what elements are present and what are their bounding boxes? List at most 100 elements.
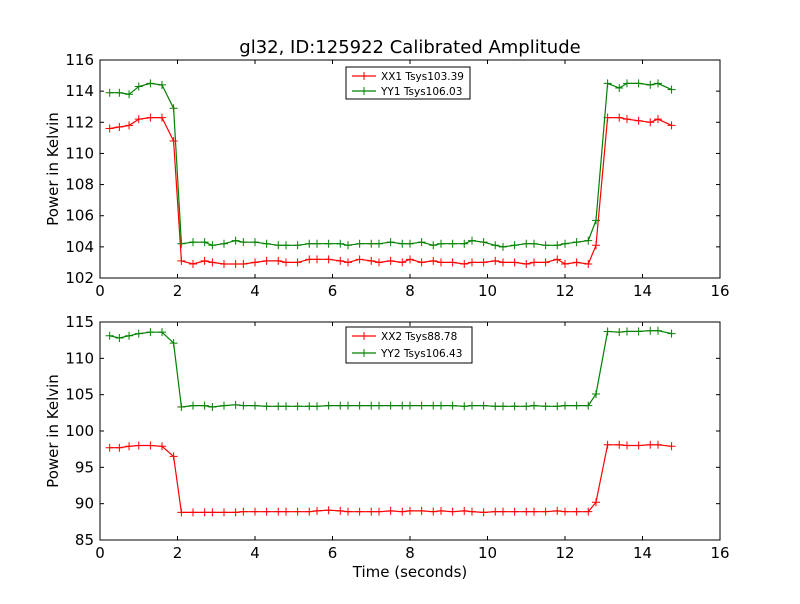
data-point [646,80,655,89]
data-point [313,402,321,411]
data-point [146,79,155,88]
data-point [584,236,593,245]
data-point [251,258,259,267]
data-point [336,506,345,515]
x-tick-label: 14 [633,544,652,562]
data-point [134,329,143,338]
data-point [105,124,114,133]
data-point [553,506,562,515]
data-point [231,236,240,245]
data-point [417,258,426,267]
data-point [344,401,352,410]
data-point [220,508,228,517]
data-point [239,238,248,247]
x-tick-label: 4 [250,544,260,562]
data-point [344,241,352,250]
data-point [572,258,581,267]
data-point [293,402,302,411]
data-point [448,239,457,248]
data-point [429,507,438,516]
data-point [398,239,407,248]
y-tick-label: 85 [75,531,94,549]
data-point [336,401,345,410]
x-tick-label: 10 [478,282,497,300]
legend-label: YY1 Tsys106.03 [380,86,462,98]
legend-box [345,66,471,100]
data-point [344,258,352,267]
data-point [561,239,569,248]
y-tick-label: 105 [65,386,94,404]
data-point [177,508,186,517]
x-tick-label: 0 [95,282,105,300]
data-point [177,239,186,248]
data-point [499,258,507,267]
data-point [305,402,314,411]
data-point [541,402,550,411]
data-point [417,238,426,247]
data-point [189,238,197,247]
legend-marker [360,72,368,80]
data-point [189,508,197,517]
data-point [479,508,488,517]
chart-panel-1: 0 2 4 6 8 10 12 14 16 102 104 106 108 110 112 114 116 Pow… [44,51,730,300]
data-point [541,258,550,267]
data-point [177,403,186,412]
data-point [603,327,612,336]
series-yy2 [105,326,676,412]
data-point [654,326,662,335]
data-point [510,258,519,267]
data-point [282,402,290,411]
data-point [262,239,271,248]
data-point [499,402,507,411]
data-point [541,241,550,250]
data-point [572,238,581,247]
data-point [262,507,271,516]
data-point [429,241,438,250]
data-point [274,507,283,516]
data-point [251,401,259,410]
data-point [417,506,426,515]
data-point [189,401,197,410]
data-point [479,238,488,247]
data-point [134,82,143,91]
x-tick-label: 12 [555,282,574,300]
data-point [460,259,469,268]
data-point [468,401,476,410]
data-point [522,239,531,248]
data-point [437,239,445,248]
series-line [109,444,672,514]
data-point [646,118,655,127]
x-tick-label: 6 [328,544,338,562]
data-point [491,507,500,516]
data-point [115,443,124,452]
legend-box [345,326,473,364]
data-point [479,401,488,410]
data-point [530,401,538,410]
data-point [491,256,500,265]
data-point [125,90,134,99]
data-point [220,259,228,268]
data-point [553,255,562,264]
data-point [200,508,209,517]
data-point [592,389,600,398]
data-point [437,258,445,267]
data-point [553,241,562,250]
x-tick-label: 16 [710,544,729,562]
data-point [654,79,662,88]
data-point [522,402,531,411]
data-point [115,88,124,97]
y-tick-label: 102 [65,269,94,287]
data-point [491,241,500,250]
data-point [313,239,321,248]
data-point [634,441,643,450]
x-tick-label: 12 [555,544,574,562]
data-point [386,256,395,265]
data-point [460,506,469,515]
data-point [406,506,414,515]
x-tick-label: 10 [478,544,497,562]
data-point [169,339,178,348]
data-point [530,507,538,516]
data-point [623,115,631,124]
data-point [375,258,383,267]
